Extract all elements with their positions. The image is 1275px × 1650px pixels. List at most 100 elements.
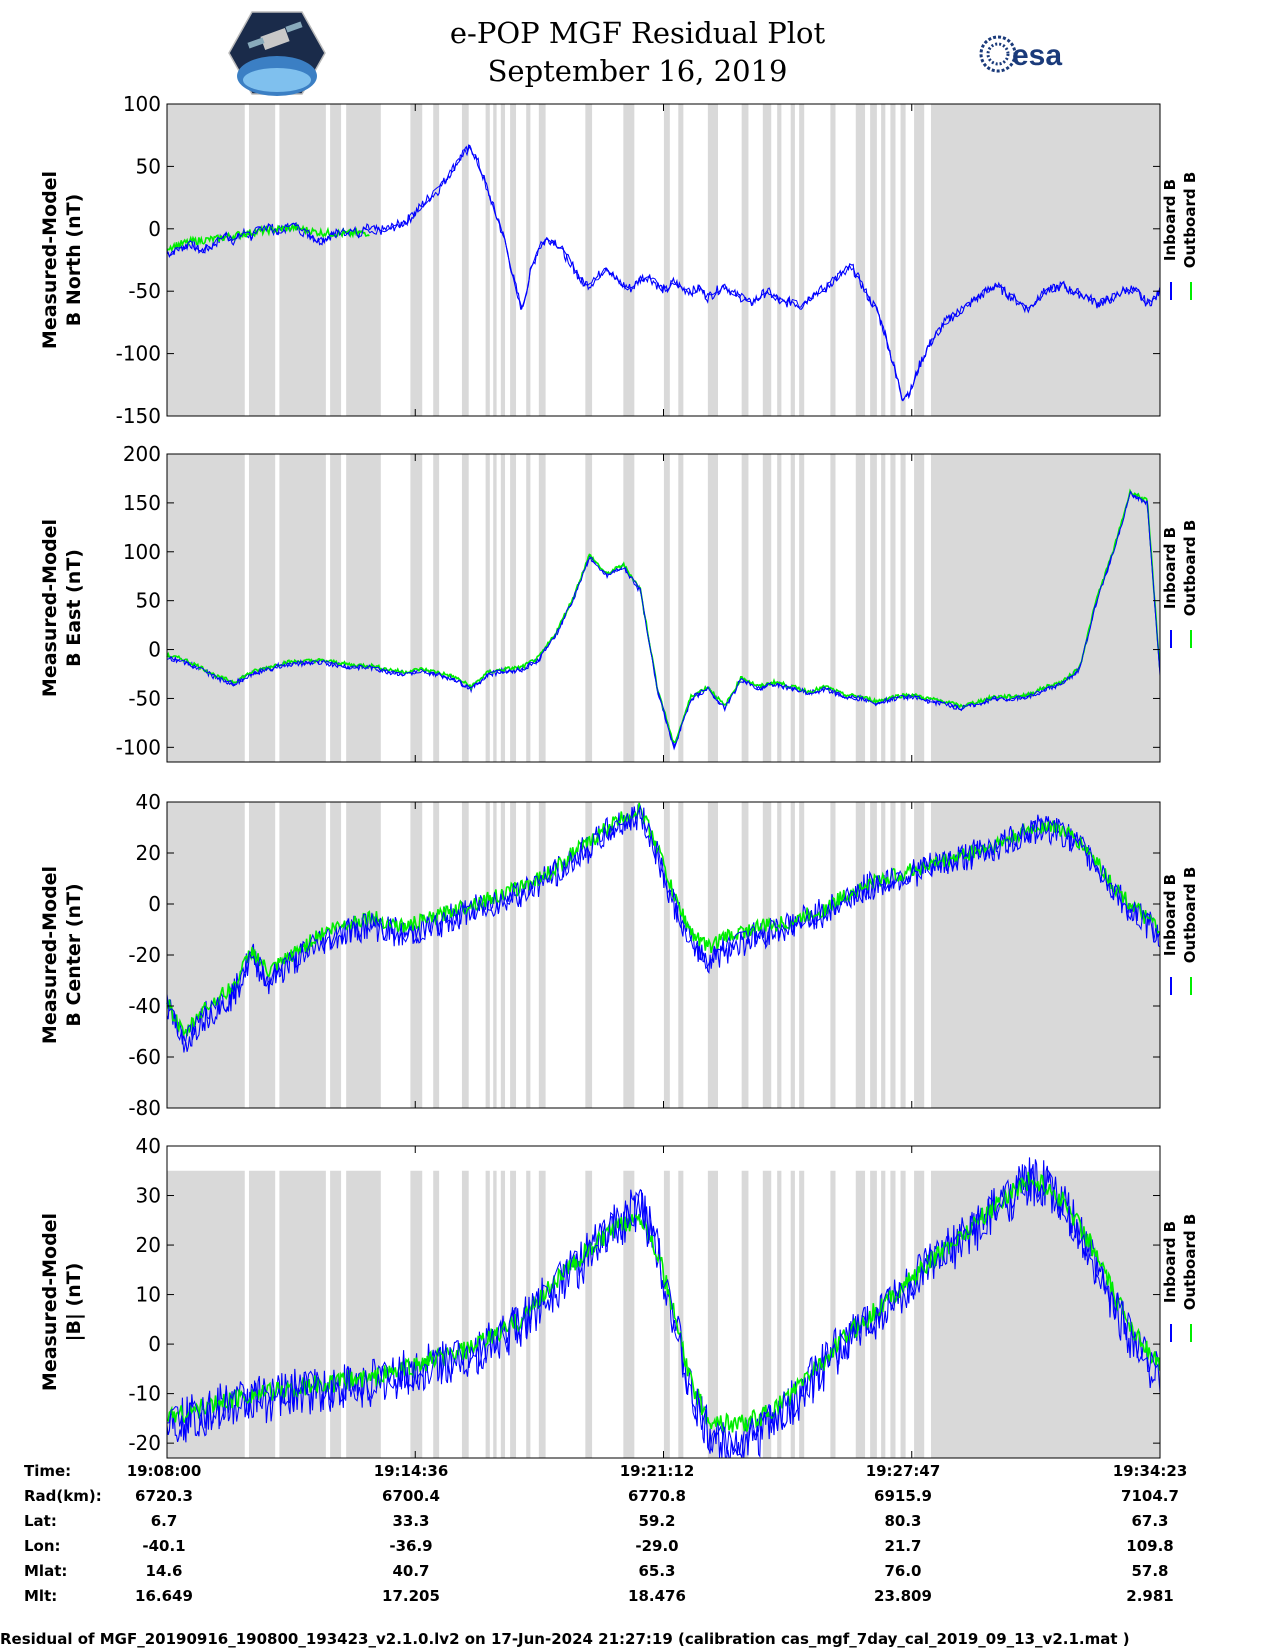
data-gap-band xyxy=(777,1170,782,1458)
data-gap-band xyxy=(890,104,896,416)
y-tick-label: 10 xyxy=(136,1283,161,1307)
data-gap-band xyxy=(500,1170,506,1458)
data-gap-band xyxy=(855,802,866,1108)
data-gap-band xyxy=(870,104,877,416)
data-gap-band xyxy=(461,1170,469,1458)
info-cell: 6770.8 xyxy=(628,1487,686,1505)
y-tick-label: 40 xyxy=(136,790,161,814)
y-axis-label: B Center (nT) xyxy=(63,883,85,1026)
y-tick-label: 0 xyxy=(148,892,161,916)
y-tick-label: -100 xyxy=(116,735,161,759)
y-tick-label: -50 xyxy=(128,279,161,303)
info-label: Mlat: xyxy=(24,1562,68,1580)
y-tick-label: 100 xyxy=(123,540,161,564)
data-gap-band xyxy=(762,1170,772,1458)
data-gap-band xyxy=(777,454,782,762)
esa-logo-text: esa xyxy=(1012,39,1062,72)
data-gap-band xyxy=(830,104,836,416)
data-gap-band xyxy=(881,454,886,762)
info-cell: -36.9 xyxy=(389,1537,433,1555)
inboard-series-line xyxy=(166,491,1161,748)
info-cell: 21.7 xyxy=(884,1537,922,1555)
orbit-info-table: Time: Rad(km): Lat: Lon: Mlat: Mlt: 19:0… xyxy=(0,1462,1275,1622)
data-gap-band xyxy=(890,1170,896,1458)
data-gap-band xyxy=(663,104,670,416)
data-gap-band xyxy=(526,802,531,1108)
info-cell: 6700.4 xyxy=(382,1487,440,1505)
data-gap-band xyxy=(410,454,423,762)
legend-label-outboard: Outboard B xyxy=(1181,867,1199,964)
data-gap-band xyxy=(510,104,517,416)
data-gap-band xyxy=(248,104,276,416)
info-cell: 14.6 xyxy=(145,1562,183,1580)
info-cell: 19:27:47 xyxy=(865,1462,941,1480)
info-cell: 23.809 xyxy=(874,1587,932,1605)
data-gap-band xyxy=(585,802,593,1108)
legend-label-inboard: Inboard B xyxy=(1161,179,1179,261)
data-gap-band xyxy=(855,104,866,416)
y-axis-label: B North (nT) xyxy=(63,194,85,327)
data-gap-band xyxy=(461,454,469,762)
data-gap-band xyxy=(410,1170,423,1458)
data-gap-band xyxy=(585,454,593,762)
data-gap-band xyxy=(930,454,1160,762)
info-cell: 19:08:00 xyxy=(126,1462,202,1480)
y-tick-label: 20 xyxy=(136,841,161,865)
y-tick-label: -20 xyxy=(128,1431,161,1455)
footer-caption: Residual of MGF_20190916_190800_193423_v… xyxy=(0,1630,1130,1648)
info-cell: 6.7 xyxy=(150,1512,178,1530)
y-tick-label: -40 xyxy=(128,994,161,1018)
data-gap-band xyxy=(777,104,782,416)
data-gap-band xyxy=(663,1170,670,1458)
y-tick-label: 150 xyxy=(123,491,161,515)
data-gap-band xyxy=(623,104,635,416)
data-gap-band xyxy=(930,1170,1160,1458)
data-gap-band xyxy=(741,454,749,762)
data-gap-band xyxy=(538,802,546,1108)
inboard-series-line xyxy=(166,804,1161,1053)
y-tick-label: 0 xyxy=(148,638,161,662)
inboard-series-line xyxy=(166,803,1161,1052)
info-cell: 6720.3 xyxy=(135,1487,193,1505)
data-gap-band xyxy=(678,454,684,762)
inboard-series-line xyxy=(166,490,1161,751)
data-gap-band xyxy=(790,454,795,762)
info-cell: 59.2 xyxy=(638,1512,676,1530)
info-cell: 2.981 xyxy=(1126,1587,1174,1605)
data-gap-band xyxy=(799,104,805,416)
y-tick-label: -50 xyxy=(128,686,161,710)
data-gap-band xyxy=(914,104,925,416)
y-tick-label: 50 xyxy=(136,589,161,613)
data-gap-band xyxy=(623,454,635,762)
info-cell: 80.3 xyxy=(884,1512,922,1530)
data-gap-band xyxy=(493,104,497,416)
data-gap-band xyxy=(433,802,440,1108)
chart-title: e-POP MGF Residual Plot xyxy=(449,16,826,50)
data-gap-band xyxy=(410,104,423,416)
data-gap-band xyxy=(623,1170,635,1458)
data-gap-band xyxy=(790,1170,795,1458)
outboard-series-line xyxy=(166,802,1161,1037)
legend-label-inboard: Inboard B xyxy=(1161,874,1179,956)
data-gap-band xyxy=(346,104,381,416)
data-gap-band xyxy=(707,454,719,762)
legend-label-outboard: Outboard B xyxy=(1181,520,1199,617)
data-gap-band xyxy=(663,802,670,1108)
y-tick-label: -80 xyxy=(128,1096,161,1120)
data-gap-band xyxy=(279,1170,326,1458)
data-gap-band xyxy=(762,454,772,762)
legend-label-inboard: Inboard B xyxy=(1161,1221,1179,1303)
data-gap-band xyxy=(585,104,593,416)
data-gap-band xyxy=(881,802,886,1108)
y-tick-label: 40 xyxy=(136,1134,161,1158)
data-gap-band xyxy=(762,802,772,1108)
y-axis-label: |B| (nT) xyxy=(63,1263,85,1342)
data-gap-band xyxy=(623,802,635,1108)
info-cell: 33.3 xyxy=(392,1512,430,1530)
data-gap-band xyxy=(330,104,342,416)
y-tick-label: 0 xyxy=(148,1332,161,1356)
data-gap-band xyxy=(500,454,506,762)
inboard-series-line xyxy=(166,144,1161,402)
data-gap-band xyxy=(678,802,684,1108)
